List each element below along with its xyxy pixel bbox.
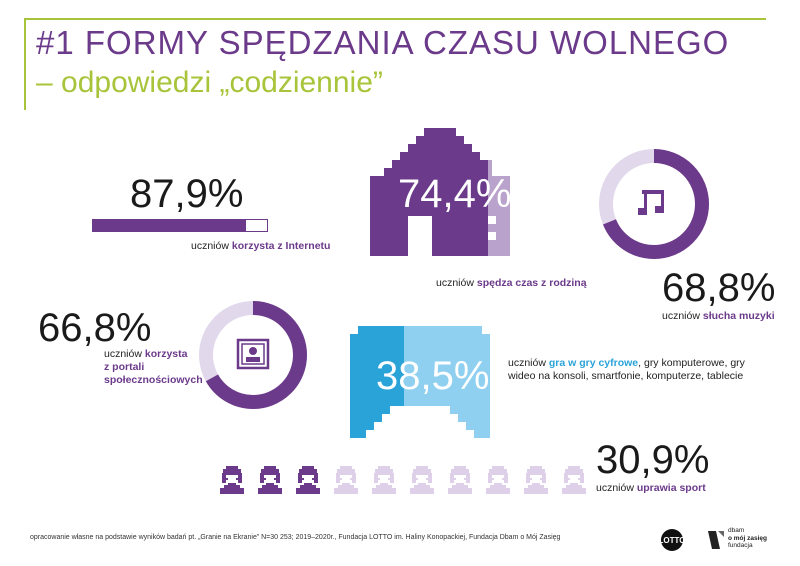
person-icon: [562, 466, 586, 494]
person-icon: [334, 466, 358, 494]
games-percentage: 38,5%: [376, 354, 490, 398]
person-icon: [524, 466, 548, 494]
frame-line-top: [24, 18, 766, 20]
person-icon: [258, 466, 282, 494]
sport-description: uczniów uprawia sport: [596, 482, 706, 494]
person-icon: [448, 466, 472, 494]
internet-progress-fill: [93, 220, 246, 231]
sport-percentage: 30,9%: [596, 438, 710, 482]
internet-description: uczniów korzysta z Internetu: [191, 240, 331, 252]
social-donut-value-arc: [199, 301, 307, 409]
lotto-foundation-logo: LOTTO: [659, 529, 686, 551]
house-icon: [370, 128, 510, 256]
person-icon: [220, 466, 244, 494]
music-donut-value-arc: [599, 149, 709, 259]
dbam-logo-mark-icon: [708, 531, 724, 549]
music-percentage: 68,8%: [662, 266, 776, 310]
music-description: uczniów słucha muzyki: [662, 310, 775, 322]
gamepad-dark-part: [350, 326, 404, 438]
sport-people-row: [216, 464, 590, 494]
dbam-o-moj-zasieg-logo: dbam o mój zasięg fundacja: [706, 527, 784, 553]
family-percentage: 74,4%: [398, 172, 512, 216]
person-icon: [372, 466, 396, 494]
internet-percentage: 87,9%: [130, 172, 244, 216]
social-donut-chart: [199, 301, 307, 409]
internet-progress-bar: [92, 219, 268, 232]
social-percentage: 66,8%: [38, 306, 152, 350]
profile-picture-icon: [236, 338, 270, 370]
person-icon: [486, 466, 510, 494]
gamepad-icon: [350, 326, 490, 438]
footnote: opracowanie własne na podstawie wyników …: [30, 534, 561, 541]
page-title: #1 FORMY SPĘDZANIA CZASU WOLNEGO: [36, 24, 730, 61]
person-icon: [410, 466, 434, 494]
music-note-icon: [638, 190, 664, 215]
games-description: uczniów gra w gry cyfrowe, gry komputero…: [508, 357, 745, 382]
music-donut-chart: [599, 149, 709, 259]
person-icon: [296, 466, 320, 494]
svg-text:LOTTO: LOTTO: [659, 536, 686, 545]
page-subtitle: – odpowiedzi „codziennie”: [36, 66, 383, 99]
social-description: uczniów korzysta z portali społecznościo…: [104, 348, 203, 386]
family-description: uczniów spędza czas z rodziną: [436, 277, 587, 289]
frame-line-left: [24, 18, 26, 110]
